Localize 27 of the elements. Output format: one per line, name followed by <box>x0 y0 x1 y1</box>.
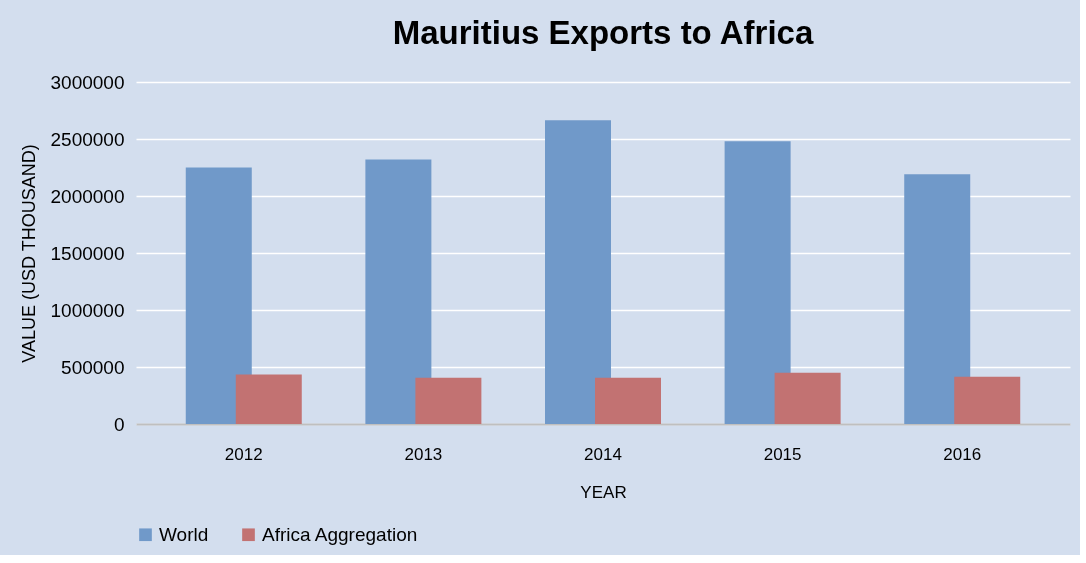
x-tick-label: 2013 <box>404 444 443 464</box>
legend-label: World <box>159 523 209 545</box>
bar <box>595 377 661 424</box>
x-tick-label: 2016 <box>943 444 982 464</box>
y-tick-label: 3000000 <box>50 71 125 93</box>
y-tick-label: 2500000 <box>50 128 125 150</box>
bar <box>365 159 432 424</box>
bar <box>235 374 302 424</box>
bar <box>724 141 791 424</box>
bar <box>415 377 482 424</box>
y-tick-label: 0 <box>113 413 125 435</box>
bar <box>545 120 611 424</box>
bar <box>954 376 1021 424</box>
bar <box>185 167 252 424</box>
x-tick-label: 2012 <box>224 444 263 464</box>
y-tick-label: 1500000 <box>50 242 125 264</box>
y-tick-label: 500000 <box>61 356 125 378</box>
x-tick-label: 2014 <box>584 444 622 464</box>
bar <box>904 174 971 424</box>
y-tick-label: 2000000 <box>50 185 125 207</box>
y-tick-label: 1000000 <box>50 299 125 321</box>
x-axis-title: YEAR <box>580 482 627 502</box>
chart-title: Mauritius Exports to Africa <box>392 14 814 51</box>
y-axis-title: VALUE (USD THOUSAND) <box>18 144 39 363</box>
x-tick-label: 2015 <box>763 444 802 464</box>
legend-label: Africa Aggregation <box>262 523 418 545</box>
bar <box>774 372 841 424</box>
